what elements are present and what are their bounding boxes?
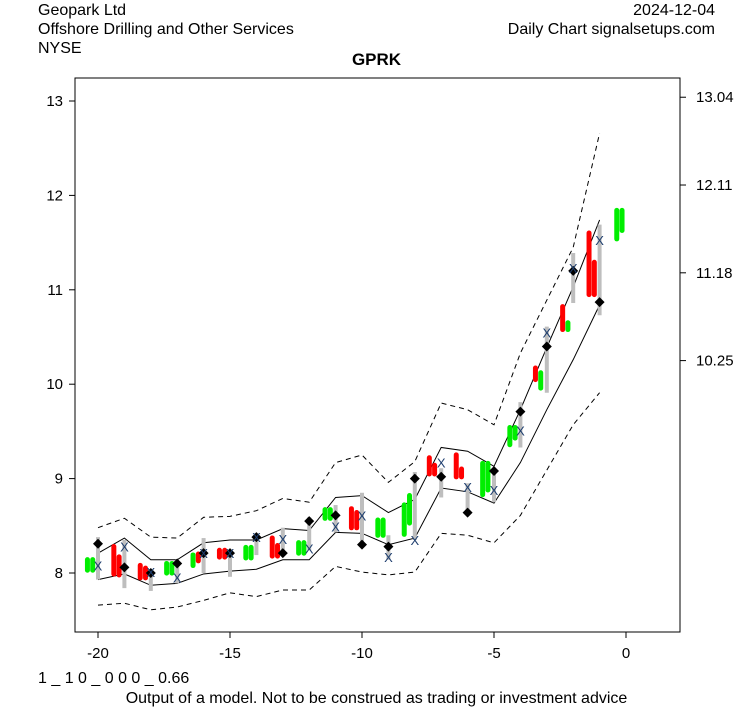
x-tick-label: -15	[219, 645, 241, 662]
diamond-marker	[515, 406, 526, 417]
diamond-marker	[198, 548, 209, 559]
industry-label: Offshore Drilling and Other Services	[38, 21, 294, 38]
dashed-upper-band	[97, 132, 601, 539]
diamond-marker	[93, 538, 103, 549]
y-tick-label-right: 13.04	[696, 89, 734, 106]
diamond-marker	[119, 562, 130, 573]
y-tick-label-left: 8	[55, 565, 63, 582]
x-marker: X	[410, 533, 419, 548]
model-code: 1 _ 1 0 _ 0 0 0 _ 0.66	[38, 670, 190, 687]
x-marker: X	[173, 571, 182, 586]
diamond-marker	[277, 548, 288, 559]
diamond-marker	[594, 297, 605, 308]
x-tick-label: -10	[351, 645, 373, 662]
x-marker: X	[490, 483, 499, 498]
exchange-label: NYSE	[38, 40, 82, 57]
chart-source: Daily Chart signalsetups.com	[507, 21, 715, 38]
x-marker: X	[120, 540, 129, 555]
diamond-marker	[568, 265, 579, 276]
y-tick-label-left: 13	[46, 93, 63, 110]
company-name: Geopark Ltd	[38, 2, 127, 19]
y-tick-label-left: 10	[46, 376, 63, 393]
x-marker: X	[516, 423, 525, 438]
x-marker: X	[437, 456, 446, 471]
chart-date: 2024-12-04	[633, 2, 715, 19]
y-tick-label-right: 10.25	[696, 353, 734, 370]
x-marker: X	[146, 565, 155, 580]
x-marker: X	[358, 508, 367, 523]
diamond-marker	[251, 532, 262, 543]
x-tick-label: -20	[87, 645, 109, 662]
diamond-marker	[172, 558, 183, 569]
x-marker: X	[595, 233, 604, 248]
x-marker: X	[199, 546, 208, 561]
diamond-marker	[330, 510, 341, 521]
x-marker: X	[384, 550, 393, 565]
x-marker: X	[94, 558, 103, 573]
upper-band-line	[97, 219, 601, 561]
disclaimer: Output of a model. Not to be construed a…	[125, 690, 628, 707]
x-marker: X	[542, 325, 551, 340]
y-tick-label-left: 12	[46, 187, 63, 204]
diamond-marker	[409, 473, 420, 484]
x-marker: X	[569, 261, 578, 276]
diamond-marker	[357, 539, 367, 550]
chart-title: GPRK	[351, 50, 402, 69]
plot-frame	[74, 77, 681, 633]
y-tick-label-right: 12.11	[696, 177, 732, 194]
y-tick-label-left: 11	[47, 282, 63, 299]
x-marker: X	[252, 530, 261, 545]
diamond-marker	[383, 541, 394, 552]
diamond-marker	[541, 341, 552, 352]
x-tick-label: 0	[622, 645, 630, 662]
diamond-marker	[489, 466, 499, 477]
x-marker: X	[226, 546, 235, 561]
diamond-marker	[225, 548, 235, 559]
y-tick-label-left: 9	[55, 471, 63, 488]
x-marker: X	[331, 520, 340, 535]
diamond-marker	[462, 507, 473, 518]
x-tick-label: -5	[487, 645, 500, 662]
y-tick-label-right: 11.18	[696, 265, 732, 282]
x-marker: X	[463, 480, 472, 495]
diamond-marker	[436, 471, 447, 482]
diamond-marker	[304, 516, 315, 527]
diamond-marker	[145, 568, 156, 578]
x-marker: X	[278, 532, 287, 547]
lower-band-line	[97, 304, 601, 586]
x-marker: X	[305, 541, 314, 556]
dashed-lower-band	[97, 392, 600, 611]
